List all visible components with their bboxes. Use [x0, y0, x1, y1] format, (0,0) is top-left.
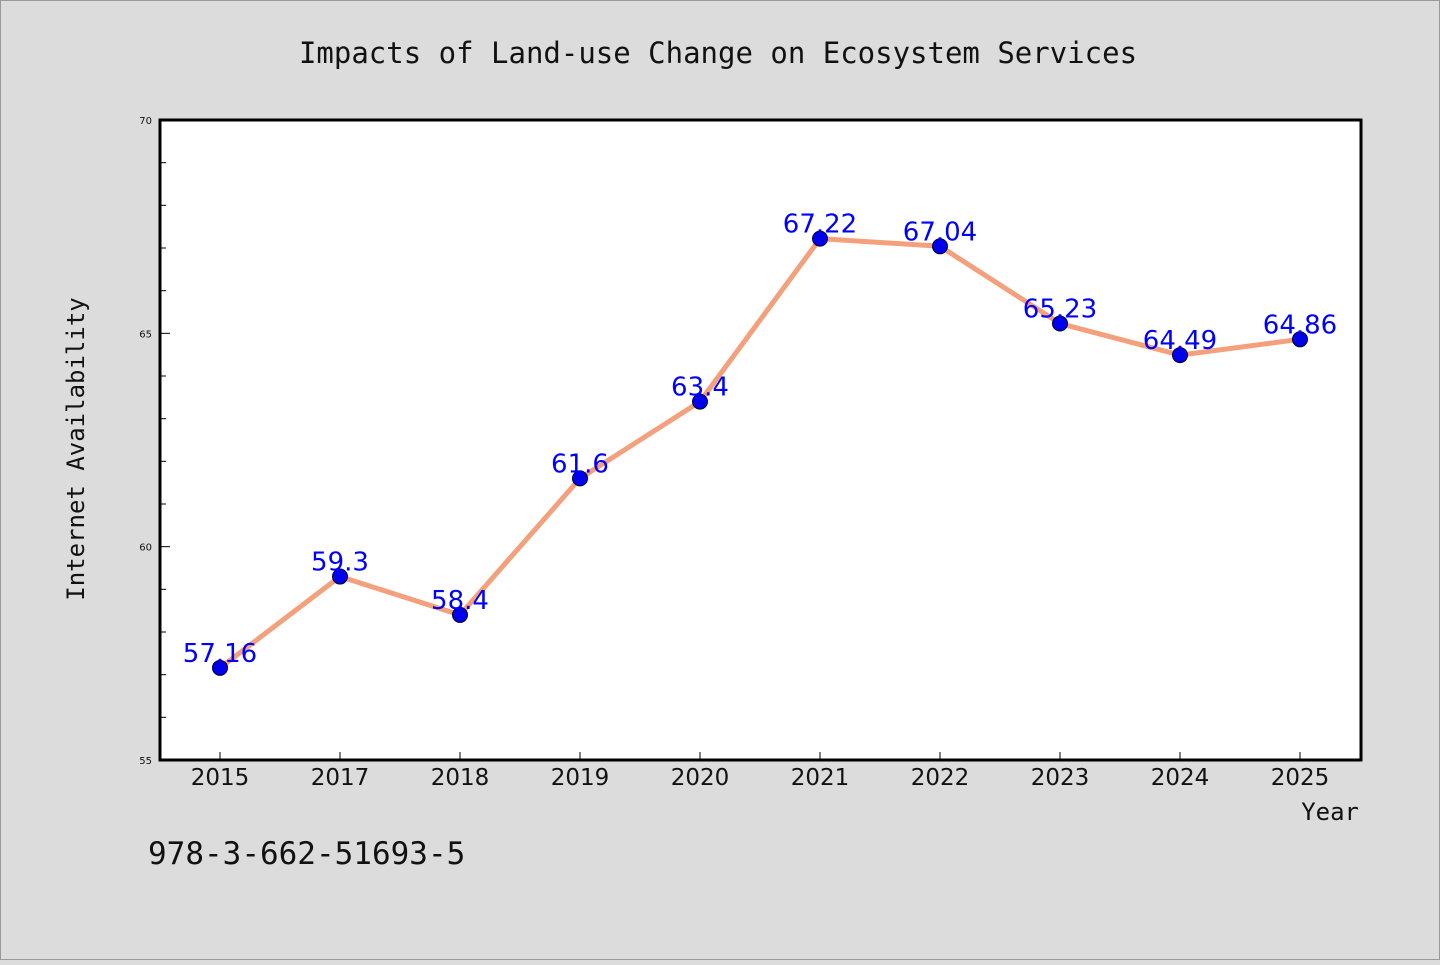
x-tick-label: 2020 [671, 765, 730, 791]
data-point-marker [1172, 347, 1188, 364]
data-point-marker [1052, 315, 1068, 332]
x-tick-label: 2019 [551, 765, 610, 791]
x-tick-label: 2017 [311, 765, 370, 791]
data-point-marker [692, 393, 708, 410]
chart-title: Impacts of Land-use Change on Ecosystem … [299, 36, 1137, 70]
footnote-isbn: 978-3-662-51693-5 [148, 836, 465, 872]
data-label: 67.22 [783, 210, 857, 240]
series-group: 57.16 59.3 58.4 61.6 63.4 67.22 67.04 65.23 64.4… [183, 210, 1337, 676]
x-axis-ticks: 2015 2017 2018 2019 2020 2021 2022 2023 2024 2025 [191, 752, 1330, 791]
plot-frame [158, 118, 1363, 762]
y-axis-label: Internet Availability [62, 297, 90, 600]
x-tick-label: 2015 [191, 765, 250, 791]
data-point-marker [572, 470, 588, 487]
data-point-marker [932, 238, 948, 255]
data-label: 58.4 [431, 586, 489, 616]
x-tick-label: 2023 [1031, 765, 1090, 791]
plot-area [160, 120, 1361, 760]
data-label: 64.49 [1143, 326, 1217, 356]
x-tick-label: 2021 [791, 765, 850, 791]
data-point-marker [212, 659, 228, 676]
x-axis-label: Year [1301, 798, 1359, 826]
y-tick-label: 65 [139, 329, 152, 340]
x-tick-label: 2018 [431, 765, 490, 791]
data-point-marker [1292, 331, 1308, 348]
data-point-marker [332, 568, 348, 585]
data-label: 61.6 [551, 449, 609, 479]
y-tick-label: 70 [139, 116, 152, 127]
series-line [217, 236, 1303, 671]
y-tick-label: 60 [139, 543, 152, 554]
data-point-marker [452, 606, 468, 623]
data-label: 64.86 [1263, 310, 1337, 340]
x-tick-label: 2022 [911, 765, 970, 791]
data-label: 57.16 [183, 639, 257, 669]
data-point-marker [812, 230, 828, 247]
data-label: 67.04 [903, 217, 977, 247]
x-tick-label: 2024 [1151, 765, 1210, 791]
data-label: 65.23 [1023, 295, 1097, 325]
y-tick-label: 55 [139, 756, 152, 767]
x-tick-label: 2025 [1271, 765, 1330, 791]
data-label: 59.3 [311, 548, 369, 578]
data-label: 63.4 [671, 373, 729, 403]
